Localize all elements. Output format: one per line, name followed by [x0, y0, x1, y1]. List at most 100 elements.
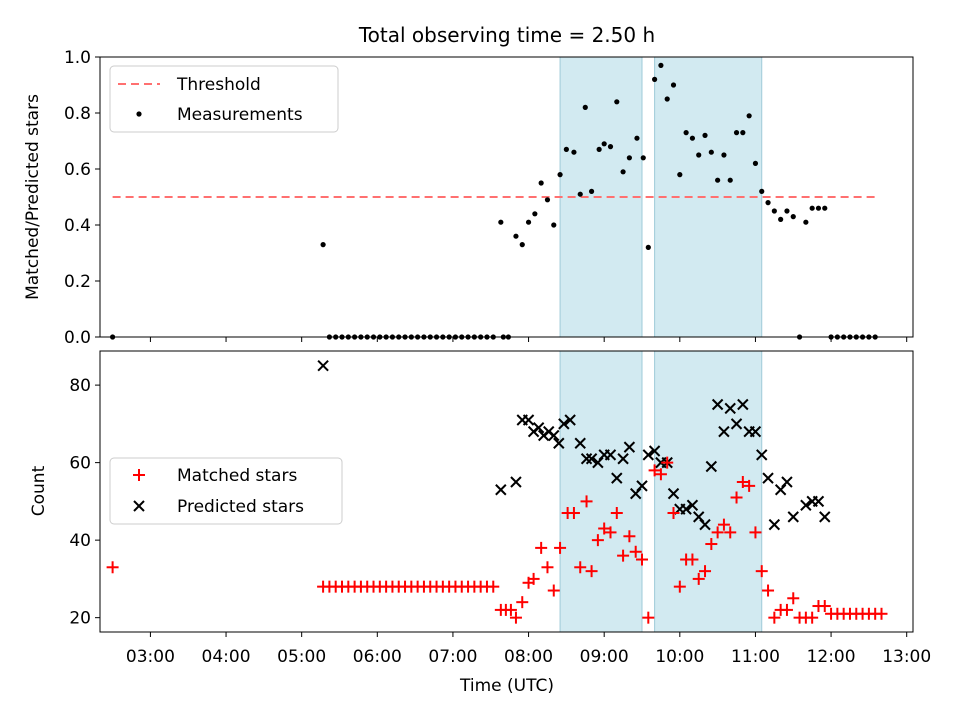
measurement-point	[702, 132, 708, 138]
matched-point	[504, 603, 517, 616]
measurement-point	[601, 141, 607, 147]
measurement-point	[640, 155, 646, 161]
matched-points	[106, 456, 888, 624]
measurement-point	[727, 177, 733, 183]
bottom-shaded-regions	[559, 350, 763, 633]
measurement-point	[513, 233, 519, 239]
predicted-point	[522, 414, 535, 426]
predicted-point	[623, 441, 636, 453]
measurement-point	[746, 113, 752, 119]
figure-title: Total observing time = 2.50 h	[358, 23, 655, 47]
matched-point	[541, 561, 554, 574]
measurement-point	[326, 334, 333, 340]
matched-point	[730, 491, 743, 504]
measurement-point	[320, 242, 326, 248]
top-panel: 0.0 0.2 0.4 0.6 0.8 1.0 Matched/Predicted sta…	[23, 48, 914, 348]
matched-point	[629, 545, 642, 558]
measurement-point	[557, 172, 563, 178]
x-tick-label: 13:00	[882, 647, 931, 667]
measurement-point	[577, 191, 583, 197]
measurement-point	[345, 334, 351, 340]
matched-point	[780, 603, 793, 616]
predicted-point	[711, 398, 724, 411]
y-tick-label: 1.0	[64, 48, 91, 68]
predicted-point	[636, 480, 648, 492]
x-tick-label: 08:00	[504, 647, 553, 667]
measurement-point	[834, 334, 840, 340]
measurement-point	[859, 334, 866, 340]
matched-point	[818, 600, 831, 613]
measurement-point	[634, 135, 640, 141]
measurement-point	[872, 334, 878, 340]
bottom-legend-box	[109, 457, 343, 525]
matched-point	[717, 518, 730, 531]
bottom-y-ticks: 20 40 60 80	[69, 376, 100, 629]
predicted-point	[693, 511, 705, 523]
measurement-point	[626, 155, 632, 161]
predicted-point	[604, 449, 617, 461]
measurement-point	[778, 216, 784, 222]
measurement-point	[652, 76, 658, 82]
measurement-point	[752, 160, 759, 166]
x-tick-label: 09:00	[580, 647, 629, 667]
matched-point	[762, 584, 775, 597]
measurement-point	[352, 334, 358, 340]
bottom-y-axis-label: Count	[29, 465, 49, 516]
measurement-point	[478, 334, 484, 340]
matched-point	[509, 611, 522, 624]
top-x-ticks	[149, 337, 908, 342]
predicted-point	[800, 499, 812, 511]
predicted-point	[699, 518, 711, 531]
bottom-legend[interactable]: Matched stars Predicted stars	[109, 457, 343, 525]
measurement-point	[708, 149, 714, 155]
legend-matched-swatch	[133, 469, 145, 481]
y-tick-label: 60	[69, 454, 91, 474]
matched-point	[487, 580, 500, 593]
measurement-point	[790, 214, 796, 220]
matched-point	[547, 584, 560, 597]
measurement-point	[847, 334, 853, 340]
measurement-point	[658, 62, 664, 68]
x-axis-label: Time (UTC)	[459, 676, 554, 696]
measurement-point	[689, 135, 696, 141]
matched-point	[535, 541, 548, 554]
measurement-point	[582, 104, 588, 110]
measurement-point	[396, 334, 402, 340]
matched-point	[743, 479, 756, 492]
y-tick-label: 0.8	[64, 104, 91, 124]
measurement-point	[740, 130, 746, 136]
matched-point	[585, 565, 598, 578]
measurement-point	[620, 169, 626, 175]
measurement-point	[415, 334, 421, 340]
predicted-point	[585, 453, 598, 465]
matched-point	[711, 526, 724, 539]
predicted-point	[774, 484, 787, 496]
predicted-point	[617, 453, 629, 465]
predicted-point	[642, 449, 655, 461]
x-tick-label: 12:00	[807, 647, 856, 667]
matched-point	[724, 526, 737, 539]
matched-point	[598, 522, 611, 535]
measurement-point	[841, 334, 847, 340]
measurement-point	[670, 82, 677, 88]
predicted-point	[574, 437, 586, 449]
predicted-point	[558, 418, 570, 430]
measurement-point	[358, 334, 364, 340]
measurement-point	[588, 188, 595, 194]
measurement-point	[433, 334, 440, 340]
measurement-point	[532, 211, 538, 217]
matched-point	[106, 561, 119, 574]
predicted-point	[756, 449, 768, 461]
matched-point	[736, 476, 749, 489]
measurement-point	[364, 334, 370, 340]
measurement-point	[498, 219, 504, 225]
y-tick-label: 0.4	[64, 216, 91, 236]
top-legend[interactable]: Threshold Measurements	[109, 65, 339, 133]
matched-point	[661, 456, 674, 469]
shaded-interval-1	[559, 350, 643, 633]
predicted-point	[686, 499, 699, 511]
matched-point	[654, 468, 667, 481]
predicted-point	[680, 503, 692, 515]
matched-point	[768, 611, 781, 624]
measurement-point	[614, 99, 620, 105]
